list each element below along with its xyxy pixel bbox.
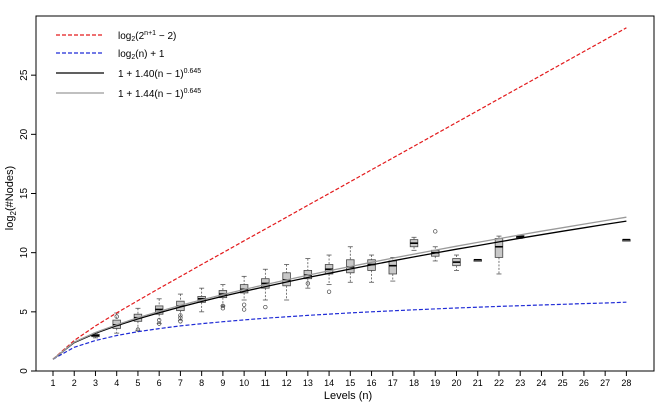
x-tick-label: 18 <box>409 378 419 388</box>
series-line-3 <box>52 220 627 360</box>
x-tick-label: 1 <box>50 378 55 388</box>
x-tick-label: 9 <box>220 378 225 388</box>
boxplot-level-15 <box>346 246 355 283</box>
boxplot-outlier <box>241 307 247 312</box>
boxplot-outlier <box>305 281 310 286</box>
x-tick-label: 17 <box>388 378 398 388</box>
x-tick-label: 27 <box>600 378 610 388</box>
y-tick-label: 0 <box>19 368 30 374</box>
y-tick-label: 25 <box>19 69 30 81</box>
x-tick-label: 5 <box>135 378 140 388</box>
boxplot-level-20 <box>452 254 461 271</box>
x-tick-label: 13 <box>303 378 313 388</box>
boxplot-outlier <box>178 315 183 320</box>
boxplot-outlier <box>178 313 183 318</box>
y-tick-label: 5 <box>19 309 30 315</box>
x-tick-label: 12 <box>282 378 292 388</box>
boxplot-level-16 <box>367 254 376 283</box>
x-tick-label: 2 <box>72 378 77 388</box>
boxplot-outlier <box>220 306 226 311</box>
boxplot-level-28 <box>622 238 631 242</box>
x-tick-label: 28 <box>621 378 631 388</box>
x-tick-label: 21 <box>473 378 483 388</box>
x-axis-label: Levels (n) <box>324 390 372 402</box>
x-tick-label: 4 <box>114 378 119 388</box>
series-line-2 <box>52 301 627 360</box>
x-tick-label: 10 <box>239 378 249 388</box>
boxplot-outlier <box>241 302 247 307</box>
boxplot-outlier <box>114 314 119 319</box>
boxplot-outlier <box>157 317 162 323</box>
legend: log2(2n+1 − 2) log2(n) + 1 1 + 1.40(n − … <box>56 30 201 100</box>
x-tick-label: 26 <box>579 378 589 388</box>
x-tick-label: 19 <box>430 378 440 388</box>
boxplot-level-7 <box>176 293 185 324</box>
legend-label-series-4: 1 + 1.44(n − 1)0.645 <box>118 88 201 100</box>
x-tick-label: 15 <box>345 378 355 388</box>
boxplot-level-18 <box>409 236 419 251</box>
y-tick-label: 10 <box>19 247 30 259</box>
x-tick-label: 24 <box>536 378 546 388</box>
boxplot-outlier <box>326 289 332 294</box>
legend-label-series-1: log2(2n+1 − 2) <box>118 30 176 43</box>
x-tick-label: 20 <box>451 378 461 388</box>
y-tick-label: 15 <box>19 188 30 200</box>
boxplot-level-22 <box>494 235 504 275</box>
x-tick-label: 14 <box>324 378 334 388</box>
x-tick-label: 23 <box>515 378 525 388</box>
boxplot-level-4 <box>112 312 121 334</box>
y-tick-label: 20 <box>19 128 30 140</box>
boxplot-level-21 <box>473 258 482 262</box>
boxplot-level-11 <box>261 268 270 310</box>
boxplot-outlier <box>433 229 438 234</box>
boxplot-box <box>388 260 397 275</box>
boxplot-level-19 <box>431 229 440 262</box>
x-tick-label: 3 <box>93 378 98 388</box>
series-line-1 <box>52 27 627 360</box>
legend-label-series-2: log2(n) + 1 <box>118 49 165 61</box>
boxplot-level-13 <box>303 258 313 289</box>
x-tick-label: 11 <box>261 378 270 388</box>
series-line-4 <box>52 216 627 360</box>
boxplot-outlier <box>220 303 226 309</box>
boxplot-outlier <box>263 304 268 310</box>
x-tick-label: 16 <box>367 378 377 388</box>
boxplot-level-10 <box>239 275 249 312</box>
y-axis-label: log2(#Nodes) <box>4 166 18 230</box>
x-tick-label: 22 <box>494 378 504 388</box>
legend-label-series-3: 1 + 1.40(n − 1)0.645 <box>118 68 201 80</box>
x-tick-label: 6 <box>157 378 162 388</box>
x-tick-label: 25 <box>558 378 568 388</box>
boxplot-level-6 <box>154 298 164 326</box>
x-tick-label: 8 <box>199 378 204 388</box>
x-tick-label: 7 <box>178 378 183 388</box>
